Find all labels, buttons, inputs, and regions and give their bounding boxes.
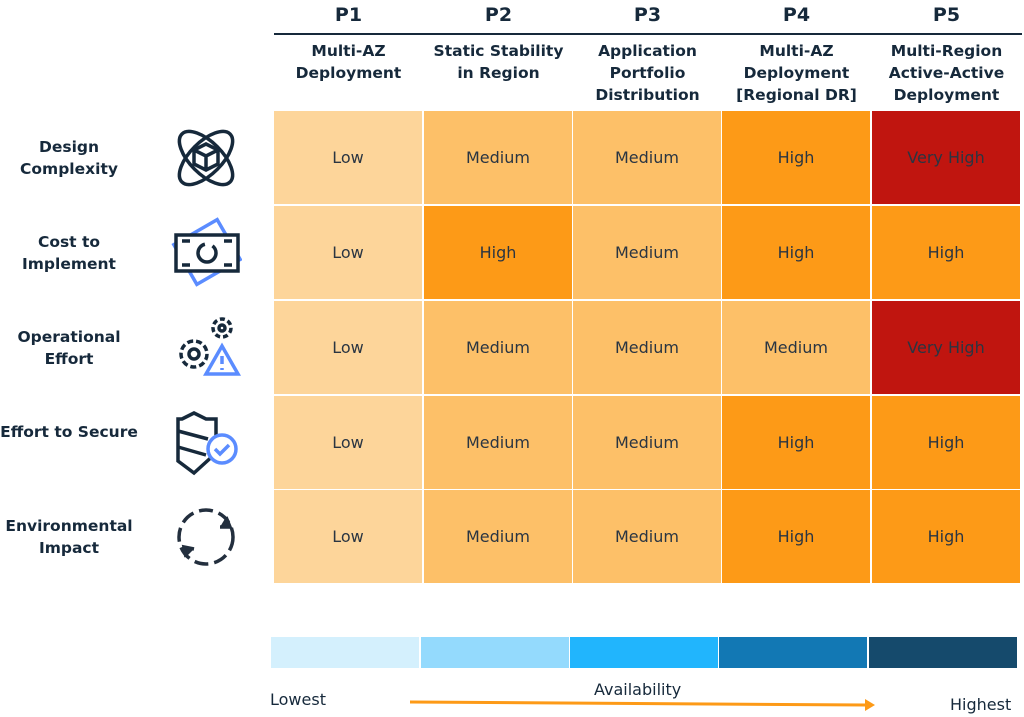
matrix-cell: High (872, 206, 1020, 299)
matrix-cell: High (722, 396, 870, 489)
matrix-cell: High (424, 206, 572, 299)
matrix-cell: Medium (573, 396, 721, 489)
matrix-cell: Medium (722, 301, 870, 394)
matrix-cell: Medium (573, 206, 721, 299)
recycle-arrows-icon (170, 501, 242, 573)
column-title: Multi-AZ Deployment [Regional DR] (736, 42, 857, 104)
matrix-cell: Very High (872, 301, 1020, 394)
column-id: P3 (633, 4, 662, 26)
matrix-cell: Medium (573, 111, 721, 204)
availability-scale-segment (719, 637, 867, 668)
money-bill-icon (170, 217, 243, 289)
matrix-cell: Low (274, 301, 422, 394)
row-label: Effort to Secure (0, 423, 138, 441)
column-title: Multi-AZ Deployment (295, 42, 402, 82)
matrix-cell: High (872, 396, 1020, 489)
gears-warning-icon (170, 312, 242, 384)
row-label: Design Complexity (20, 138, 118, 178)
atom-cube-icon (170, 122, 242, 194)
matrix-cell: Low (274, 111, 422, 204)
matrix-cell: Low (274, 396, 422, 489)
matrix-cell: Very High (872, 111, 1020, 204)
shield-check-icon (170, 407, 242, 479)
availability-scale-segment (271, 637, 419, 668)
availability-scale-segment (570, 637, 718, 668)
legend-highest-label: Highest (950, 695, 1012, 714)
column-title: Application Portfolio Distribution (595, 42, 700, 104)
column-id: P5 (932, 4, 961, 26)
column-title: Multi-Region Active-Active Deployment (888, 42, 1005, 104)
availability-scale-segment (869, 637, 1017, 668)
column-id: P4 (782, 4, 811, 26)
availability-arrow (409, 696, 880, 716)
matrix-cell: Medium (424, 396, 572, 489)
header-divider (274, 33, 1022, 35)
column-id: P1 (334, 4, 363, 26)
availability-scale-segment (421, 637, 569, 668)
column-title: Static Stability in Region (433, 42, 564, 82)
matrix-cell: Medium (573, 490, 721, 583)
row-label: Cost to Implement (22, 233, 116, 273)
matrix-cell: Medium (424, 111, 572, 204)
row-label: Environmental Impact (5, 517, 133, 557)
legend-lowest-label: Lowest (270, 690, 326, 709)
matrix-cell: High (872, 490, 1020, 583)
matrix-cell: Medium (424, 490, 572, 583)
column-id: P2 (484, 4, 513, 26)
matrix-cell: Medium (573, 301, 721, 394)
matrix-cell: High (722, 206, 870, 299)
matrix-cell: High (722, 490, 870, 583)
row-label: Operational Effort (17, 328, 121, 368)
matrix-cell: High (722, 111, 870, 204)
legend-availability-label: Availability (594, 680, 682, 699)
matrix-cell: Low (274, 206, 422, 299)
matrix-cell: Low (274, 490, 422, 583)
matrix-cell: Medium (424, 301, 572, 394)
